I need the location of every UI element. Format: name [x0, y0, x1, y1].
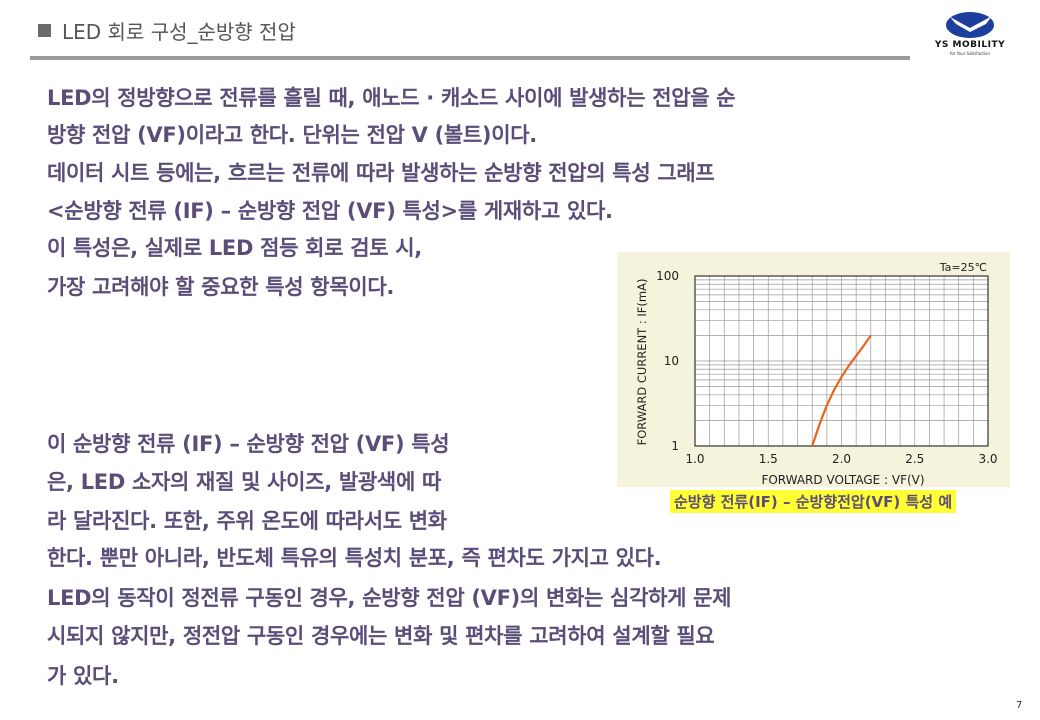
body-line: 은, LED 소자의 재질 및 사이즈, 발광색에 따: [47, 470, 441, 494]
logo-subtext: for Your Satisfaction: [949, 51, 991, 56]
y-axis-label: FORWARD CURRENT : IF(mA): [635, 279, 649, 446]
body-line: 가장 고려해야 할 중요한 특성 항목이다.: [47, 275, 395, 299]
x-tick-label: 1.5: [759, 452, 778, 466]
body-line: 데이터 시트 등에는, 흐르는 전류에 따라 발생하는 순방향 전압의 특성 그…: [47, 161, 715, 185]
x-tick-label: 2.5: [905, 452, 924, 466]
body-line: <순방향 전류 (IF) – 순방향 전압 (VF) 특성>를 게재하고 있다.: [47, 199, 613, 223]
body-line: 방향 전압 (VF)이라고 한다. 단위는 전압 V (볼트)이다.: [47, 123, 537, 147]
x-tick-label: 2.0: [832, 452, 851, 466]
vf-if-chart: 1.0 1.5 2.0 2.5 3.0 1 10 100 Ta=25℃ FORWARD VOL…: [617, 252, 1010, 487]
body-line: 시되지 않지만, 정전압 구동인 경우에는 변화 및 편차를 고려하여 설계할 …: [47, 624, 715, 648]
x-tick-label: 3.0: [978, 452, 997, 466]
y-tick-label: 100: [656, 269, 679, 283]
chart-caption: 순방향 전류(IF) – 순방향전압(VF) 특성 예: [670, 490, 957, 513]
body-line: 가 있다.: [47, 664, 119, 688]
body-line: 라 달라진다. 또한, 주위 온도에 따라서도 변화: [47, 509, 447, 533]
plot-frame: [694, 275, 989, 447]
body-line: 이 특성은, 실제로 LED 점등 회로 검토 시,: [47, 236, 422, 260]
temperature-annotation: Ta=25℃: [939, 261, 987, 274]
title-divider: [30, 56, 910, 60]
title-bullet-icon: [38, 24, 51, 37]
logo-text: YS MOBILITY: [934, 40, 1006, 50]
page-title: LED 회로 구성_순방향 전압: [62, 20, 296, 44]
body-line: 한다. 뿐만 아니라, 반도체 특유의 특성치 분포, 즉 편차도 가지고 있다…: [47, 546, 662, 570]
page-number: 7: [1016, 700, 1023, 711]
body-line: 이 순방향 전류 (IF) – 순방향 전압 (VF) 특성: [47, 432, 450, 456]
chart-svg: 1.0 1.5 2.0 2.5 3.0 1 10 100 Ta=25℃ FORWARD VOL…: [635, 261, 998, 487]
x-tick-label: 1.0: [685, 452, 704, 466]
x-axis-label: FORWARD VOLTAGE : VF(V): [761, 473, 924, 487]
y-tick-label: 10: [664, 354, 679, 368]
ys-mobility-logo-icon: [946, 12, 994, 38]
body-line: LED의 정방향으로 전류를 흘릴 때, 애노드 · 캐소드 사이에 발생하는 …: [47, 86, 736, 110]
body-line: LED의 동작이 정전류 구동인 경우, 순방향 전압 (VF)의 변화는 심각…: [47, 586, 732, 610]
series-line: [811, 334, 872, 447]
y-tick-label: 1: [671, 439, 679, 453]
